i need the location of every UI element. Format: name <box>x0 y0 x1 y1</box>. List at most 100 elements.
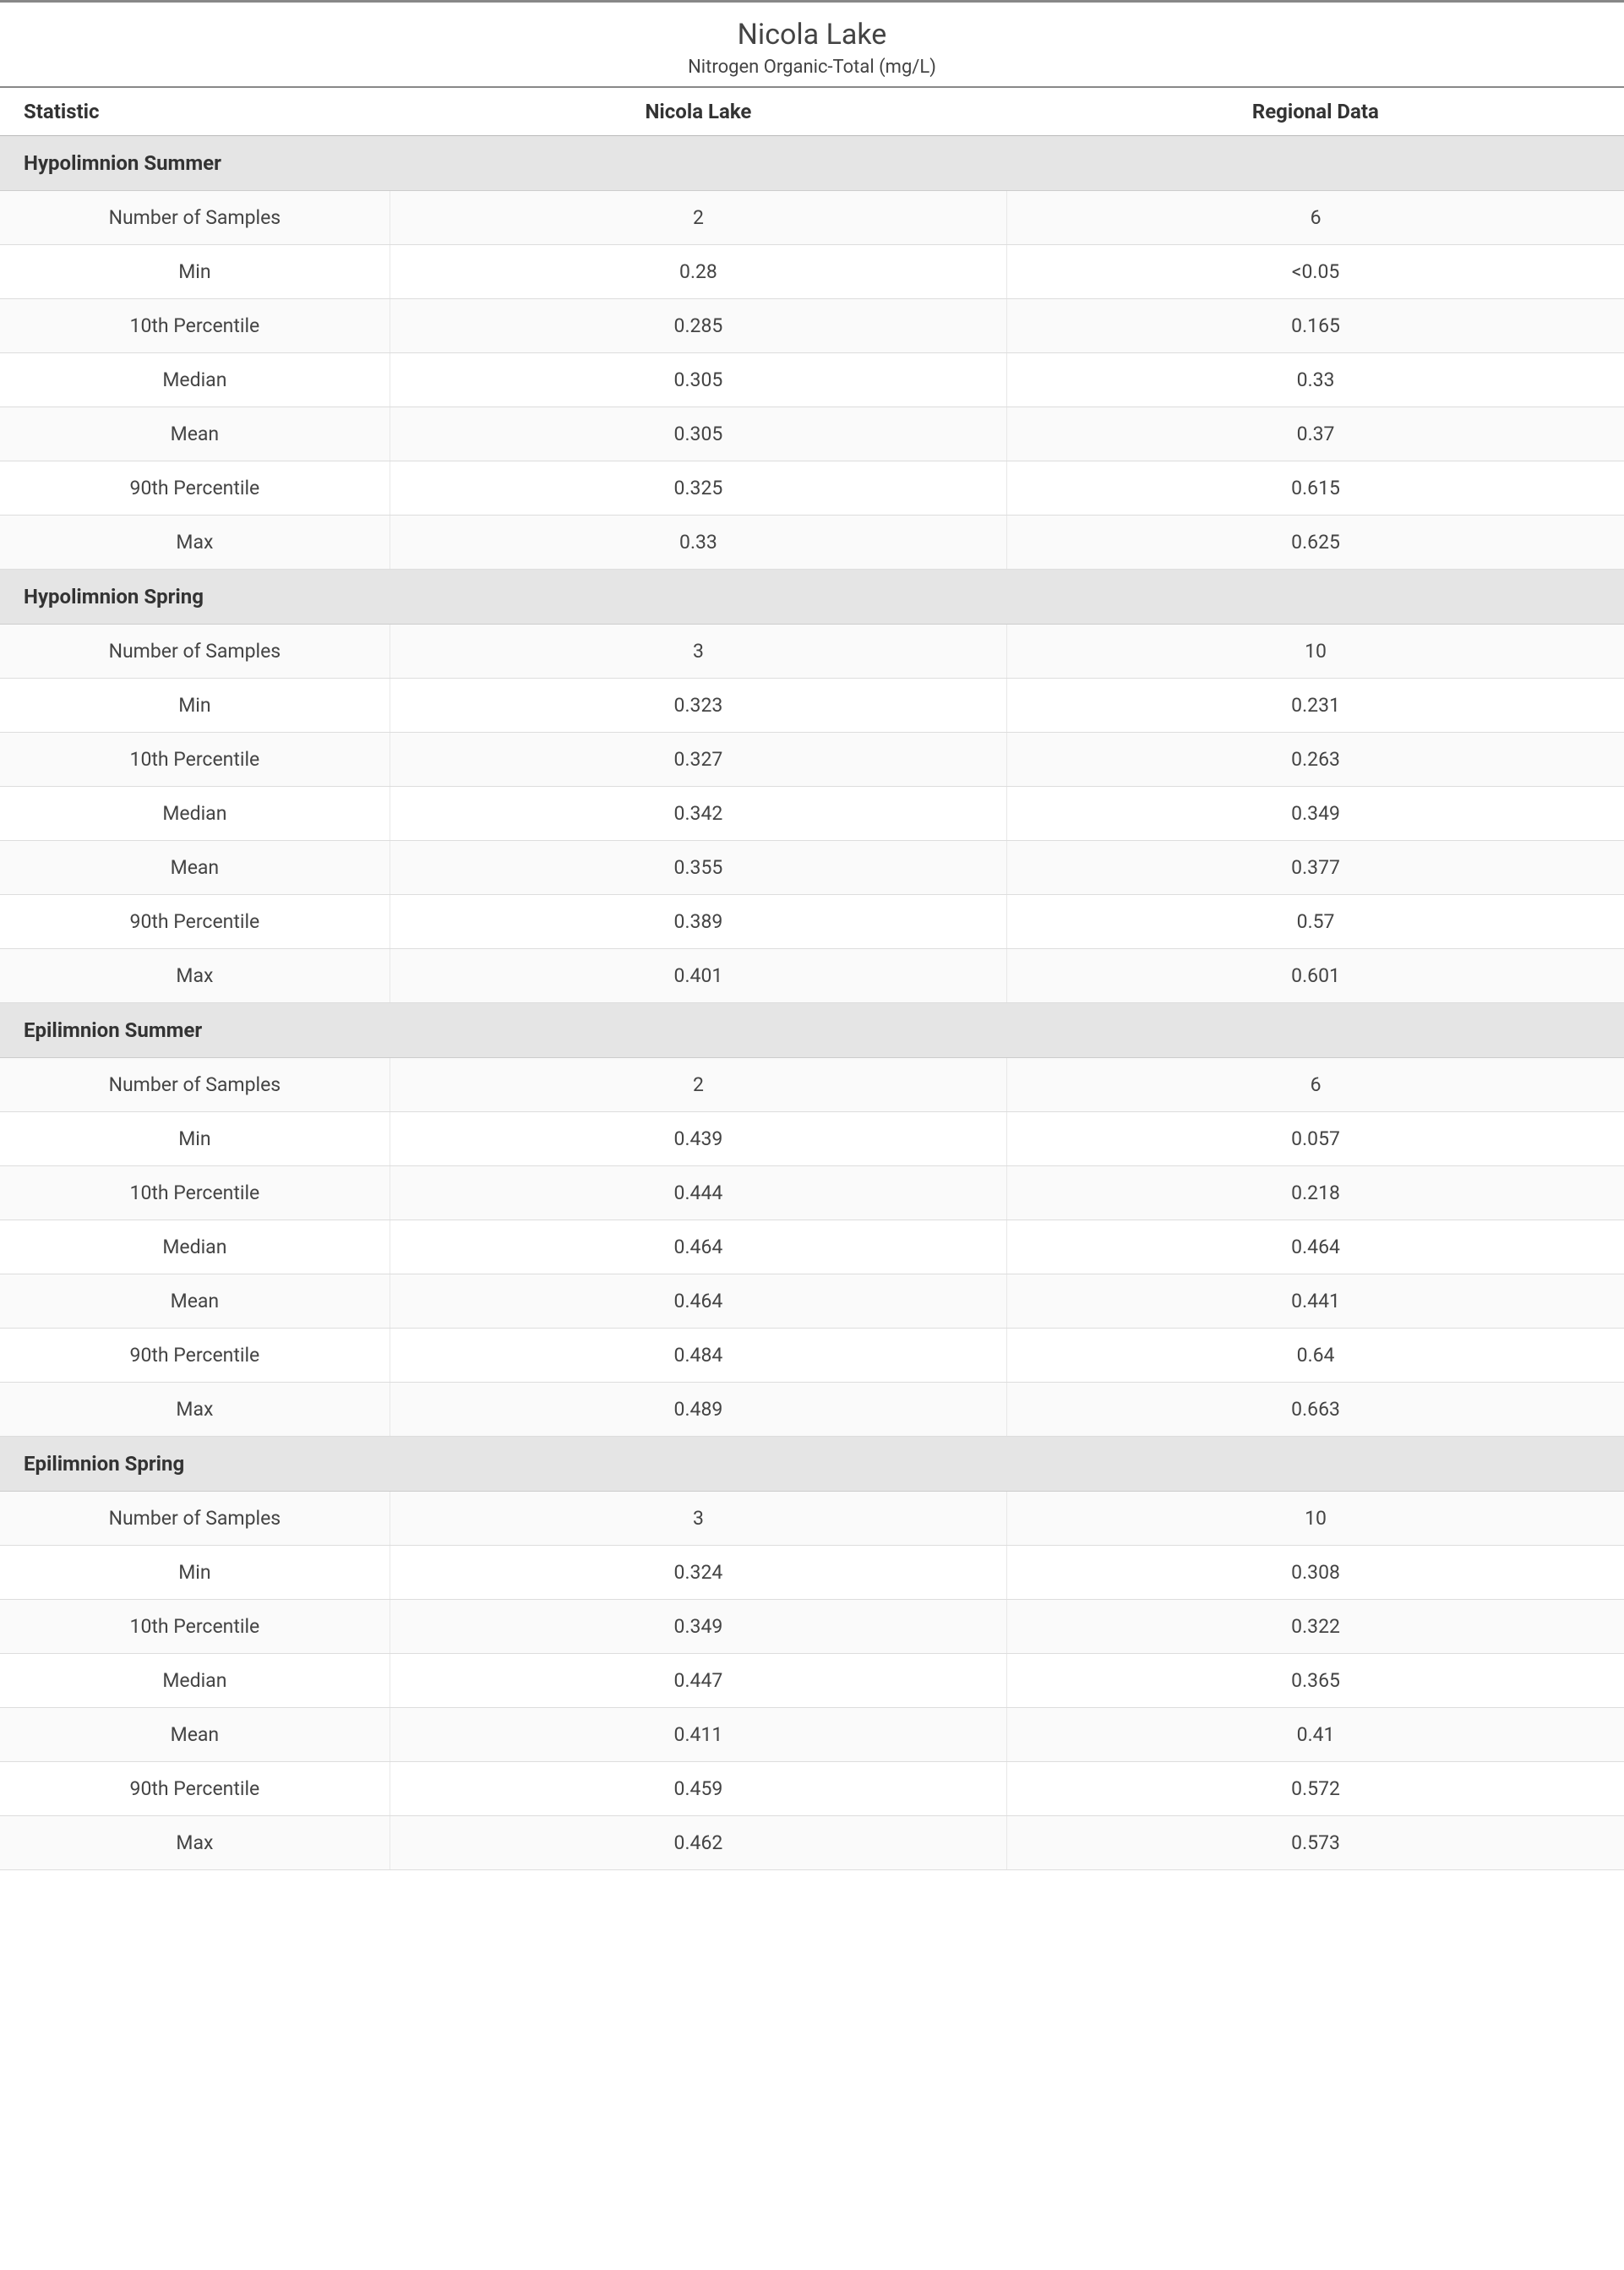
region-value: 0.57 <box>1007 895 1624 949</box>
table-row: Min0.3240.308 <box>0 1546 1624 1600</box>
stats-table: Statistic Nicola Lake Regional Data Hypo… <box>0 86 1624 1870</box>
table-row: 90th Percentile0.3890.57 <box>0 895 1624 949</box>
section-title: Hypolimnion Summer <box>0 136 1624 191</box>
region-value: 0.572 <box>1007 1762 1624 1816</box>
site-value: 0.355 <box>390 841 1006 895</box>
region-value: 6 <box>1007 191 1624 245</box>
site-value: 0.323 <box>390 679 1006 733</box>
stat-label: 10th Percentile <box>0 733 390 787</box>
site-value: 3 <box>390 625 1006 679</box>
section-header: Hypolimnion Spring <box>0 570 1624 625</box>
stat-label: Max <box>0 1816 390 1870</box>
region-value: 10 <box>1007 1492 1624 1546</box>
stat-label: Min <box>0 245 390 299</box>
section-header: Hypolimnion Summer <box>0 136 1624 191</box>
stat-label: Median <box>0 787 390 841</box>
site-value: 0.33 <box>390 516 1006 570</box>
col-header-site: Nicola Lake <box>390 87 1006 136</box>
table-row: Min0.3230.231 <box>0 679 1624 733</box>
site-value: 0.444 <box>390 1166 1006 1220</box>
table-row: Max0.4890.663 <box>0 1383 1624 1437</box>
stat-label: Mean <box>0 841 390 895</box>
stat-label: Mean <box>0 407 390 461</box>
table-row: Number of Samples310 <box>0 625 1624 679</box>
region-value: 6 <box>1007 1058 1624 1112</box>
region-value: 0.464 <box>1007 1220 1624 1274</box>
table-row: 90th Percentile0.3250.615 <box>0 461 1624 516</box>
table-row: Max0.4620.573 <box>0 1816 1624 1870</box>
region-value: <0.05 <box>1007 245 1624 299</box>
region-value: 0.231 <box>1007 679 1624 733</box>
table-row: Number of Samples310 <box>0 1492 1624 1546</box>
table-row: Median0.4640.464 <box>0 1220 1624 1274</box>
region-value: 0.263 <box>1007 733 1624 787</box>
stat-label: Min <box>0 1546 390 1600</box>
site-value: 0.439 <box>390 1112 1006 1166</box>
site-value: 0.447 <box>390 1654 1006 1708</box>
table-body: Hypolimnion SummerNumber of Samples26Min… <box>0 136 1624 1870</box>
table-row: 90th Percentile0.4840.64 <box>0 1329 1624 1383</box>
stat-label: Median <box>0 1654 390 1708</box>
table-row: Mean0.3550.377 <box>0 841 1624 895</box>
table-row: 10th Percentile0.4440.218 <box>0 1166 1624 1220</box>
title-main: Nicola Lake <box>0 18 1624 52</box>
table-row: 90th Percentile0.4590.572 <box>0 1762 1624 1816</box>
col-header-region: Regional Data <box>1007 87 1624 136</box>
site-value: 0.305 <box>390 407 1006 461</box>
table-row: Mean0.3050.37 <box>0 407 1624 461</box>
region-value: 0.37 <box>1007 407 1624 461</box>
region-value: 0.165 <box>1007 299 1624 353</box>
site-value: 0.324 <box>390 1546 1006 1600</box>
site-value: 0.389 <box>390 895 1006 949</box>
stat-label: Max <box>0 949 390 1003</box>
stat-label: 10th Percentile <box>0 1600 390 1654</box>
region-value: 0.64 <box>1007 1329 1624 1383</box>
site-value: 0.489 <box>390 1383 1006 1437</box>
stat-label: 10th Percentile <box>0 299 390 353</box>
stat-label: Min <box>0 679 390 733</box>
region-value: 0.41 <box>1007 1708 1624 1762</box>
stat-label: Max <box>0 1383 390 1437</box>
stat-label: 90th Percentile <box>0 1762 390 1816</box>
stat-label: Median <box>0 353 390 407</box>
region-value: 0.308 <box>1007 1546 1624 1600</box>
table-row: Min0.4390.057 <box>0 1112 1624 1166</box>
region-value: 0.218 <box>1007 1166 1624 1220</box>
table-row: Median0.4470.365 <box>0 1654 1624 1708</box>
table-row: Mean0.4640.441 <box>0 1274 1624 1329</box>
table-row: 10th Percentile0.3490.322 <box>0 1600 1624 1654</box>
site-value: 0.484 <box>390 1329 1006 1383</box>
region-value: 0.377 <box>1007 841 1624 895</box>
site-value: 0.401 <box>390 949 1006 1003</box>
table-row: 10th Percentile0.2850.165 <box>0 299 1624 353</box>
stat-label: 90th Percentile <box>0 1329 390 1383</box>
table-row: 10th Percentile0.3270.263 <box>0 733 1624 787</box>
table-row: Number of Samples26 <box>0 1058 1624 1112</box>
stat-label: Min <box>0 1112 390 1166</box>
stat-label: Mean <box>0 1274 390 1329</box>
site-value: 0.462 <box>390 1816 1006 1870</box>
region-value: 0.322 <box>1007 1600 1624 1654</box>
site-value: 0.464 <box>390 1274 1006 1329</box>
region-value: 0.365 <box>1007 1654 1624 1708</box>
stat-label: Number of Samples <box>0 191 390 245</box>
report-container: Nicola Lake Nitrogen Organic-Total (mg/L… <box>0 0 1624 1870</box>
region-value: 0.601 <box>1007 949 1624 1003</box>
region-value: 0.663 <box>1007 1383 1624 1437</box>
region-value: 0.349 <box>1007 787 1624 841</box>
title-block: Nicola Lake Nitrogen Organic-Total (mg/L… <box>0 3 1624 86</box>
site-value: 0.305 <box>390 353 1006 407</box>
site-value: 0.28 <box>390 245 1006 299</box>
site-value: 3 <box>390 1492 1006 1546</box>
stat-label: Mean <box>0 1708 390 1762</box>
site-value: 0.342 <box>390 787 1006 841</box>
stat-label: Median <box>0 1220 390 1274</box>
stat-label: Max <box>0 516 390 570</box>
site-value: 0.325 <box>390 461 1006 516</box>
stat-label: Number of Samples <box>0 625 390 679</box>
region-value: 0.33 <box>1007 353 1624 407</box>
site-value: 0.464 <box>390 1220 1006 1274</box>
region-value: 0.573 <box>1007 1816 1624 1870</box>
region-value: 0.615 <box>1007 461 1624 516</box>
table-row: Median0.3050.33 <box>0 353 1624 407</box>
